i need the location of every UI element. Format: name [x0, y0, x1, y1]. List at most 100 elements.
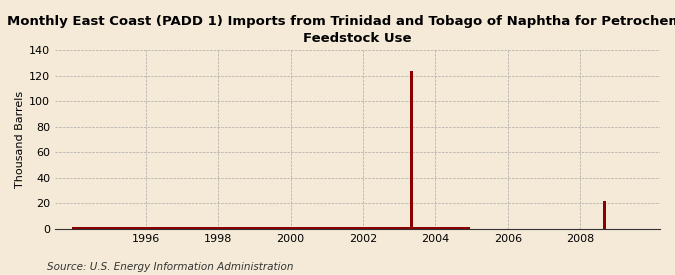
Bar — [401, 227, 404, 229]
Bar — [205, 227, 208, 229]
Bar — [162, 227, 165, 229]
Bar — [180, 227, 184, 229]
Bar — [373, 227, 377, 229]
Bar — [449, 227, 452, 229]
Bar — [102, 227, 105, 229]
Bar — [135, 227, 138, 229]
Bar — [319, 227, 322, 229]
Bar — [75, 227, 78, 229]
Bar — [413, 227, 416, 229]
Bar — [159, 227, 162, 229]
Bar — [289, 227, 292, 229]
Bar — [298, 227, 301, 229]
Bar — [165, 227, 168, 229]
Bar — [178, 227, 180, 229]
Bar — [250, 227, 253, 229]
Bar — [84, 227, 87, 229]
Bar — [241, 227, 244, 229]
Bar — [274, 227, 277, 229]
Bar — [455, 227, 458, 229]
Bar — [153, 227, 157, 229]
Bar — [301, 227, 304, 229]
Bar — [356, 227, 358, 229]
Bar — [385, 227, 389, 229]
Bar — [331, 227, 334, 229]
Bar — [328, 227, 331, 229]
Bar — [352, 227, 356, 229]
Bar — [286, 227, 289, 229]
Bar — [338, 227, 340, 229]
Bar — [398, 227, 401, 229]
Text: Source: U.S. Energy Information Administration: Source: U.S. Energy Information Administ… — [47, 262, 294, 272]
Bar — [96, 227, 99, 229]
Bar — [434, 227, 437, 229]
Bar — [603, 201, 606, 229]
Bar — [362, 227, 364, 229]
Bar — [229, 227, 232, 229]
Bar — [379, 227, 383, 229]
Title: Monthly East Coast (PADD 1) Imports from Trinidad and Tobago of Naphtha for Petr: Monthly East Coast (PADD 1) Imports from… — [7, 15, 675, 45]
Bar — [310, 227, 313, 229]
Bar — [132, 227, 135, 229]
Bar — [235, 227, 238, 229]
Bar — [313, 227, 317, 229]
Bar — [192, 227, 196, 229]
Bar — [416, 227, 419, 229]
Bar — [108, 227, 111, 229]
Bar — [81, 227, 84, 229]
Bar — [422, 227, 425, 229]
Bar — [389, 227, 391, 229]
Bar — [364, 227, 368, 229]
Bar — [377, 227, 379, 229]
Bar — [171, 227, 174, 229]
Bar — [123, 227, 126, 229]
Bar — [350, 227, 352, 229]
Bar — [126, 227, 129, 229]
Bar — [277, 227, 280, 229]
Bar — [452, 227, 455, 229]
Bar — [283, 227, 286, 229]
Bar — [446, 227, 449, 229]
Bar — [93, 227, 96, 229]
Bar — [174, 227, 178, 229]
Bar — [184, 227, 186, 229]
Bar — [232, 227, 235, 229]
Bar — [129, 227, 132, 229]
Bar — [307, 227, 310, 229]
Bar — [268, 227, 271, 229]
Bar — [219, 227, 223, 229]
Bar — [443, 227, 446, 229]
Bar — [262, 227, 265, 229]
Bar — [404, 227, 407, 229]
Bar — [425, 227, 428, 229]
Bar — [147, 227, 151, 229]
Bar — [346, 227, 350, 229]
Bar — [207, 227, 211, 229]
Bar — [280, 227, 283, 229]
Bar — [271, 227, 274, 229]
Bar — [322, 227, 325, 229]
Bar — [316, 227, 319, 229]
Bar — [247, 227, 250, 229]
Bar — [238, 227, 241, 229]
Bar — [190, 227, 192, 229]
Bar — [392, 227, 395, 229]
Bar — [344, 227, 346, 229]
Bar — [304, 227, 307, 229]
Bar — [87, 227, 90, 229]
Bar — [431, 227, 434, 229]
Bar — [120, 227, 123, 229]
Bar — [196, 227, 198, 229]
Bar — [259, 227, 262, 229]
Bar — [428, 227, 431, 229]
Bar — [211, 227, 214, 229]
Bar — [117, 227, 120, 229]
Bar — [99, 227, 102, 229]
Bar — [464, 227, 467, 229]
Bar — [437, 227, 440, 229]
Bar — [407, 227, 410, 229]
Bar — [265, 227, 268, 229]
Bar — [371, 227, 373, 229]
Bar — [151, 227, 153, 229]
Bar — [90, 227, 93, 229]
